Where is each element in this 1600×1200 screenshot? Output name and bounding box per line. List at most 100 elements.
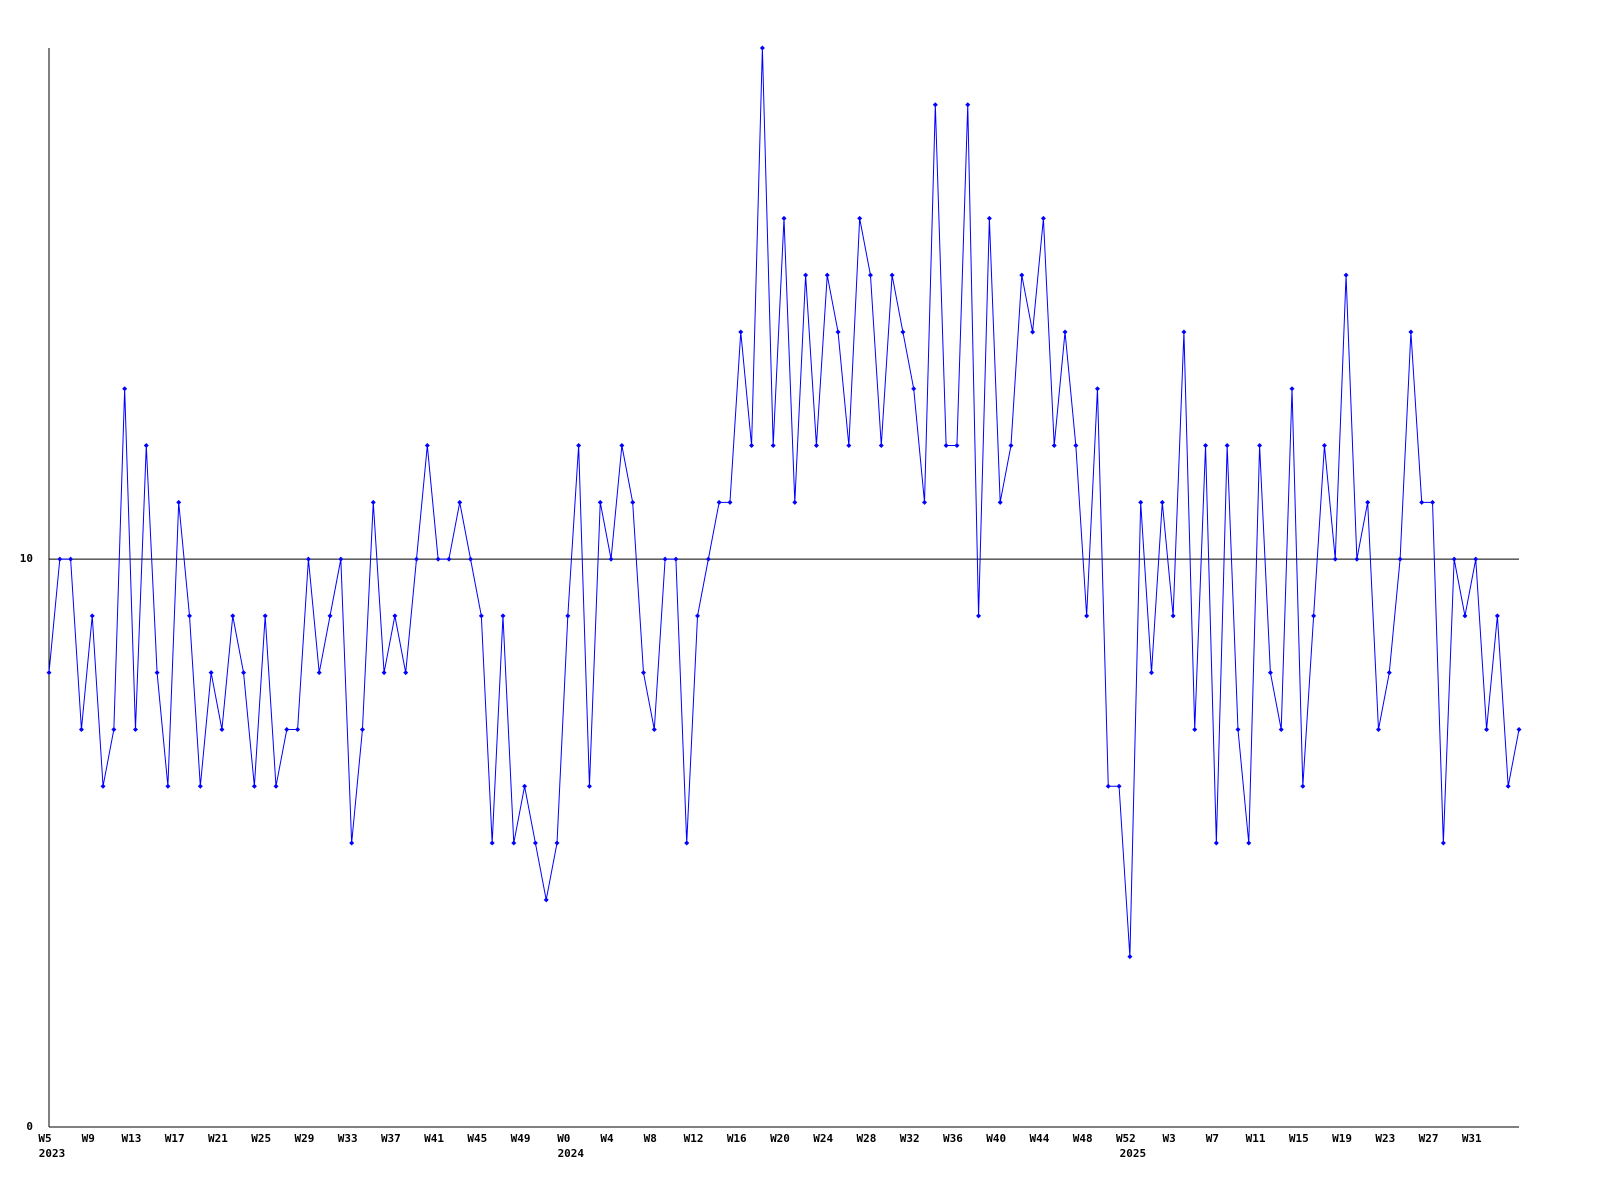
data-point	[327, 613, 333, 619]
data-point	[911, 386, 917, 392]
data-point	[1181, 329, 1187, 335]
data-point	[1040, 215, 1046, 221]
data-point	[1213, 840, 1219, 846]
data-point	[46, 670, 52, 676]
x-tick-label: W48	[1073, 1132, 1093, 1145]
data-point	[824, 272, 830, 278]
data-point	[132, 726, 138, 732]
data-point	[943, 443, 949, 449]
data-point	[803, 272, 809, 278]
data-point	[630, 499, 636, 505]
data-point	[1419, 499, 1425, 505]
data-point	[78, 726, 84, 732]
data-point	[57, 556, 63, 562]
data-point	[1278, 726, 1284, 732]
x-tick-label: W32	[900, 1132, 920, 1145]
y-tick-label: 10	[20, 552, 33, 565]
data-point	[565, 613, 571, 619]
x-tick-label: W13	[122, 1132, 142, 1145]
data-point	[100, 783, 106, 789]
data-point	[468, 556, 474, 562]
x-tick-label: W29	[294, 1132, 314, 1145]
data-point	[1289, 386, 1295, 392]
data-point	[424, 443, 430, 449]
data-point	[749, 443, 755, 449]
x-tick-label: W12	[684, 1132, 704, 1145]
data-point	[727, 499, 733, 505]
x-tick-label: W23	[1375, 1132, 1395, 1145]
data-point	[143, 443, 149, 449]
data-point	[241, 670, 247, 676]
data-point	[1484, 726, 1490, 732]
data-point	[1116, 783, 1122, 789]
data-point	[1311, 613, 1317, 619]
x-tick-label: W20	[770, 1132, 790, 1145]
x-tick-label: W17	[165, 1132, 185, 1145]
x-tick-label: W24	[813, 1132, 833, 1145]
data-point	[1267, 670, 1273, 676]
data-point	[316, 670, 322, 676]
data-point	[1332, 556, 1338, 562]
data-point	[403, 670, 409, 676]
data-point	[208, 670, 214, 676]
data-point	[1354, 556, 1360, 562]
data-point	[284, 726, 290, 732]
data-point	[1030, 329, 1036, 335]
x-tick-label: W15	[1289, 1132, 1309, 1145]
data-point	[684, 840, 690, 846]
x-tick-label: W52	[1116, 1132, 1136, 1145]
x-year-label: 2025	[1120, 1147, 1147, 1160]
data-point	[219, 726, 225, 732]
data-point	[1224, 443, 1230, 449]
data-point	[554, 840, 560, 846]
data-point	[122, 386, 128, 392]
data-point	[1397, 556, 1403, 562]
data-point	[1505, 783, 1511, 789]
x-tick-label: W7	[1206, 1132, 1219, 1145]
data-point	[1343, 272, 1349, 278]
data-point	[165, 783, 171, 789]
data-point	[976, 613, 982, 619]
data-point	[478, 613, 484, 619]
data-point	[857, 215, 863, 221]
data-point	[1321, 443, 1327, 449]
x-tick-label: W11	[1246, 1132, 1266, 1145]
data-point	[446, 556, 452, 562]
data-point	[965, 102, 971, 108]
data-point	[1084, 613, 1090, 619]
data-point	[716, 499, 722, 505]
data-point	[359, 726, 365, 732]
data-point	[651, 726, 657, 732]
data-point	[457, 499, 463, 505]
x-tick-label: W31	[1462, 1132, 1482, 1145]
x-tick-label: W40	[986, 1132, 1006, 1145]
data-point	[187, 613, 193, 619]
data-point	[230, 613, 236, 619]
data-point	[986, 215, 992, 221]
data-point	[813, 443, 819, 449]
data-point	[1300, 783, 1306, 789]
data-point	[932, 102, 938, 108]
data-point	[176, 499, 182, 505]
data-point	[1138, 499, 1144, 505]
data-point	[770, 443, 776, 449]
data-point	[349, 840, 355, 846]
x-tick-label: W36	[943, 1132, 963, 1145]
data-point	[889, 272, 895, 278]
data-point	[792, 499, 798, 505]
x-tick-label: W5	[38, 1132, 51, 1145]
data-point	[435, 556, 441, 562]
data-point	[1073, 443, 1079, 449]
x-tick-label: W4	[600, 1132, 614, 1145]
data-point	[1170, 613, 1176, 619]
x-tick-label: W19	[1332, 1132, 1352, 1145]
y-tick-label: 0	[26, 1120, 33, 1133]
data-point	[1019, 272, 1025, 278]
x-tick-label: W28	[857, 1132, 877, 1145]
data-point	[273, 783, 279, 789]
data-line	[48, 47, 1520, 957]
data-point	[1257, 443, 1263, 449]
data-point	[1192, 726, 1198, 732]
data-point	[640, 670, 646, 676]
